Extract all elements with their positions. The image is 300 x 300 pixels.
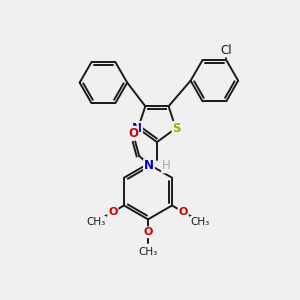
Text: H: H — [162, 159, 171, 172]
Text: N: N — [144, 159, 154, 172]
Text: CH₃: CH₃ — [86, 217, 105, 227]
Text: O: O — [143, 227, 153, 237]
Text: O: O — [108, 207, 118, 217]
Text: CH₃: CH₃ — [138, 247, 158, 257]
Text: O: O — [128, 127, 138, 140]
Text: Cl: Cl — [220, 44, 232, 57]
Text: CH₃: CH₃ — [191, 217, 210, 227]
Text: N: N — [132, 122, 142, 135]
Text: O: O — [178, 207, 188, 217]
Text: S: S — [172, 122, 181, 135]
